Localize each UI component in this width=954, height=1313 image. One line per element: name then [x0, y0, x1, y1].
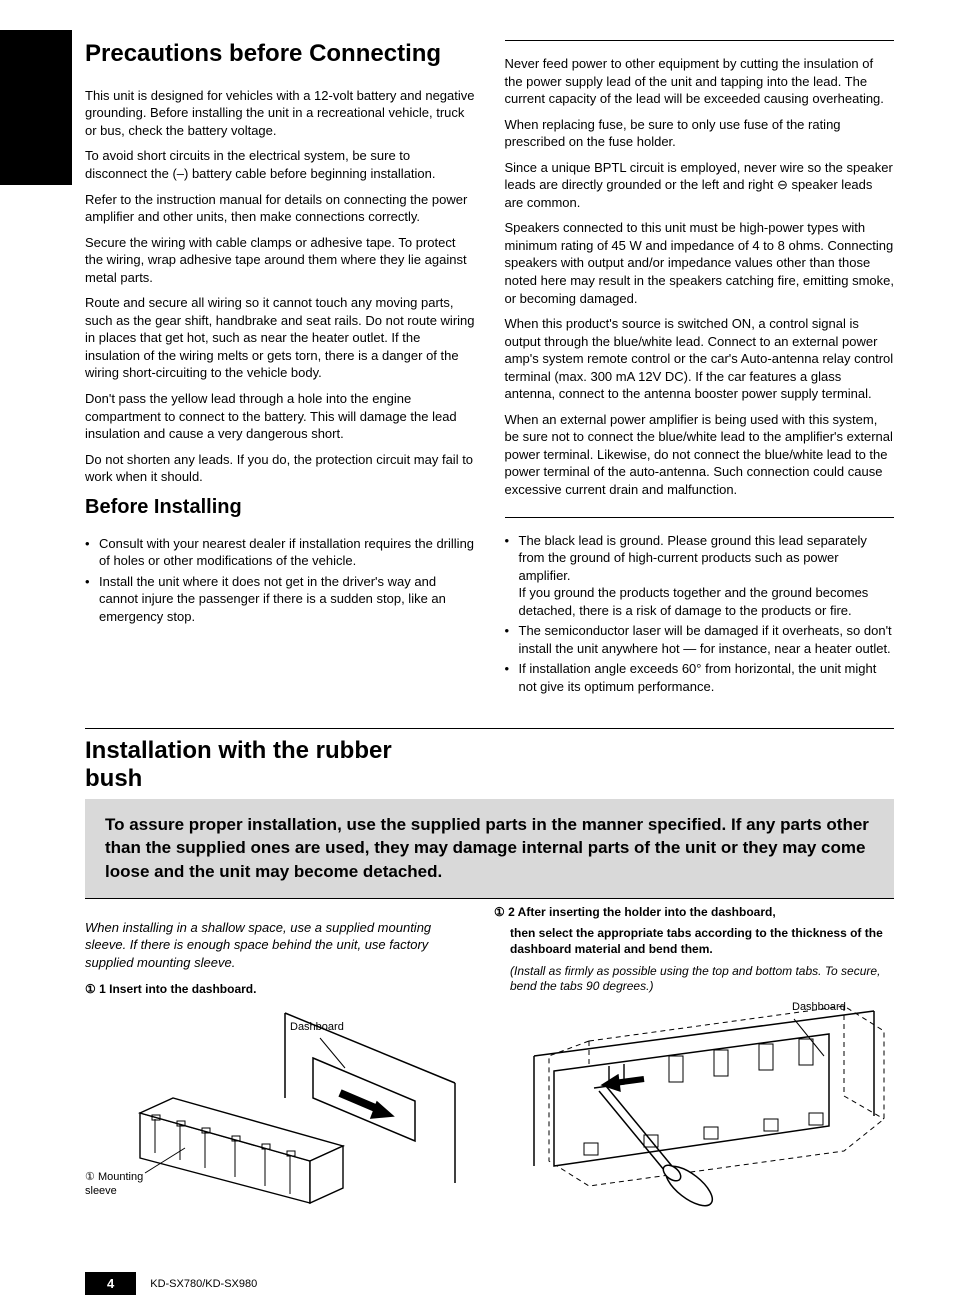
heading-before-installing: Before Installing	[85, 494, 475, 521]
para: Since a unique BPTL circuit is employed,…	[505, 159, 895, 212]
diagram-caption-2b: then select the appropriate tabs accordi…	[494, 926, 894, 957]
para: Speakers connected to this unit must be …	[505, 219, 895, 307]
two-column-layout: Precautions before Connecting This unit …	[85, 40, 894, 706]
para: To avoid short circuits in the electrica…	[85, 147, 475, 182]
left-diagram-block: When installing in a shallow space, use …	[85, 903, 468, 1213]
list-item: If installation angle exceeds 60° from h…	[505, 660, 895, 695]
para: When an external power amplifier is bein…	[505, 411, 895, 499]
bullet-list: Consult with your nearest dealer if inst…	[85, 535, 475, 626]
right-diagram-block: ① 2 After inserting the holder into the …	[494, 903, 894, 1213]
para: Do not shorten any leads. If you do, the…	[85, 451, 475, 486]
heading-installation: Installation with the rubber bush	[85, 737, 894, 793]
callout-dashboard: Dashboard	[290, 1021, 344, 1035]
model-label: KD-SX780/KD-SX980	[150, 1278, 257, 1290]
page-number-badge: 4	[85, 1272, 136, 1295]
bullet-list: The black lead is ground. Please ground …	[505, 532, 895, 696]
divider-full	[85, 728, 894, 729]
warning-box: To assure proper installation, use the s…	[85, 799, 894, 898]
circled-1-icon: ①	[85, 1171, 95, 1185]
caption-text: 1 Insert into the dashboard.	[99, 982, 256, 996]
divider	[505, 517, 895, 518]
para: If you ground the products together and …	[519, 585, 869, 618]
circled-1-icon: ①	[494, 905, 505, 921]
circled-1-icon: ①	[85, 982, 96, 998]
caption-text: 2 After inserting the holder into the da…	[508, 905, 776, 919]
para: Route and secure all wiring so it cannot…	[85, 294, 475, 382]
tab-bend-diagram	[494, 1001, 894, 1211]
para: Don't pass the yellow lead through a hol…	[85, 390, 475, 443]
para: Refer to the instruction manual for deta…	[85, 191, 475, 226]
callout-sleeve: ① Mounting sleeve	[85, 1171, 160, 1199]
list-item: The black lead is ground. Please ground …	[505, 532, 895, 620]
side-tab	[0, 30, 72, 185]
diagram-row: When installing in a shallow space, use …	[85, 903, 894, 1213]
diagram-caption-1: ① 1 Insert into the dashboard.	[85, 982, 468, 998]
divider-full	[85, 898, 894, 899]
para: Never feed power to other equipment by c…	[505, 55, 895, 108]
callout-dashboard-2: Dashboard	[792, 1001, 846, 1015]
divider	[505, 40, 895, 41]
para: The black lead is ground. Please ground …	[519, 533, 867, 583]
diagram-caption-2c: (Install as firmly as possible using the…	[494, 964, 894, 995]
diagram-caption-2: ① 2 After inserting the holder into the …	[494, 905, 894, 921]
main-content: Precautions before Connecting This unit …	[85, 40, 894, 706]
list-item: The semiconductor laser will be damaged …	[505, 622, 895, 657]
heading-precautions: Precautions before Connecting	[85, 40, 475, 69]
heading-line2: bush	[85, 765, 142, 792]
right-column: Never feed power to other equipment by c…	[505, 40, 895, 706]
page-number: 4	[107, 1276, 114, 1291]
list-item: Install the unit where it does not get i…	[85, 573, 475, 626]
para: This unit is designed for vehicles with …	[85, 87, 475, 140]
para: When this product's source is switched O…	[505, 315, 895, 403]
band-text: When installing in a shallow space, use …	[85, 919, 468, 972]
heading-line1: Installation with the rubber	[85, 737, 392, 764]
page-footer: 4 KD-SX780/KD-SX980	[85, 1272, 257, 1295]
list-item: Consult with your nearest dealer if inst…	[85, 535, 475, 570]
left-column: Precautions before Connecting This unit …	[85, 40, 475, 706]
installation-section: Installation with the rubber bush To ass…	[85, 728, 894, 899]
para: Secure the wiring with cable clamps or a…	[85, 234, 475, 287]
para: When replacing fuse, be sure to only use…	[505, 116, 895, 151]
